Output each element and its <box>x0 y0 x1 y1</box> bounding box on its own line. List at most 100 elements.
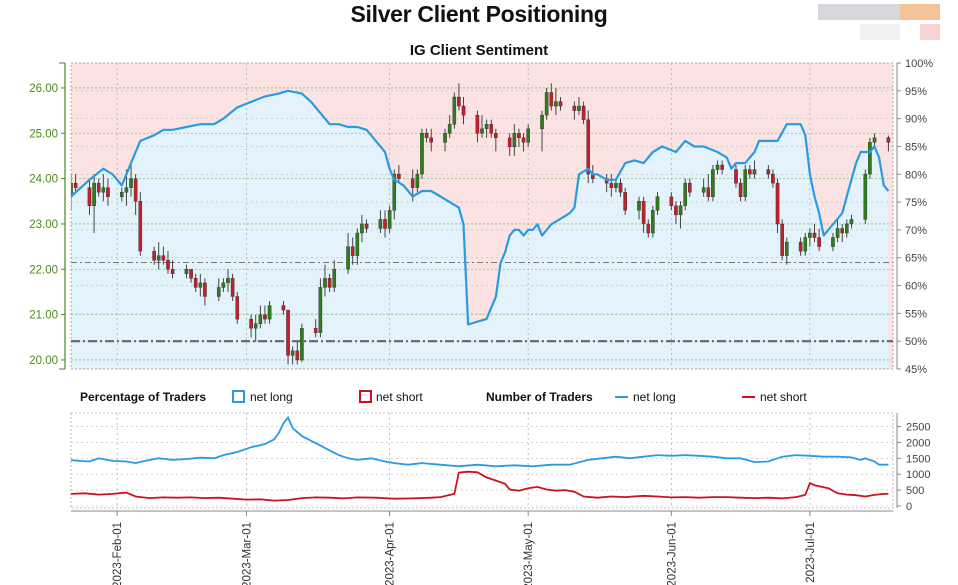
candle-up <box>318 287 323 333</box>
candle-up <box>447 123 452 134</box>
candle-up <box>784 241 789 256</box>
chart-subtitle: IG Client Sentiment <box>409 42 549 59</box>
candle-down <box>230 278 235 297</box>
candle-down <box>263 314 267 320</box>
candle-down <box>383 219 387 229</box>
candle-down <box>766 169 771 175</box>
pct-tick-label: 50% <box>905 336 927 348</box>
candle-down <box>286 309 290 356</box>
date-tick-label: 2023-Jun-01 <box>666 522 678 585</box>
candle-up <box>554 101 558 107</box>
legend-pct-short-label: net short <box>376 390 423 404</box>
number-of-traders-plot: 0 500 1000 1500 2000 2500 <box>70 412 930 513</box>
candle-down <box>203 282 207 297</box>
candle-up <box>752 169 757 175</box>
candle-up <box>355 232 360 256</box>
num-tick-label: 0 <box>906 501 912 513</box>
candle-up <box>480 128 484 134</box>
date-tick-label: 2023-Feb-01 <box>112 522 124 585</box>
candle-up <box>290 350 295 356</box>
candle-down <box>424 133 429 138</box>
candle-up <box>267 305 272 320</box>
candle-down <box>618 182 623 193</box>
candle-down <box>161 255 166 261</box>
candle-down <box>410 178 415 188</box>
candle-up <box>92 182 96 206</box>
candle-down <box>73 182 78 188</box>
candle-down <box>771 173 775 184</box>
candle-down <box>249 318 253 329</box>
num-tick-label: 1000 <box>906 469 930 481</box>
candle-down <box>87 187 92 207</box>
candle-up <box>221 282 226 288</box>
candle-up <box>184 269 189 274</box>
candle-down <box>517 133 521 138</box>
pct-tick-label: 45% <box>905 364 927 376</box>
watermark-tag-accent <box>920 24 940 40</box>
candle-down <box>706 187 711 197</box>
candle-down <box>886 137 891 143</box>
candle-up <box>715 164 720 170</box>
candle-down <box>397 173 401 179</box>
candle-up <box>332 269 337 288</box>
candle-down <box>748 169 752 175</box>
legend-num-title: Number of Traders <box>486 390 593 404</box>
candle-down <box>812 232 817 238</box>
candle-down <box>586 119 591 175</box>
pct-tick-label: 55% <box>905 308 927 320</box>
candle-down <box>170 269 175 274</box>
candle-down <box>235 296 240 320</box>
pct-tick-label: 90% <box>905 114 927 126</box>
watermark-logo <box>818 4 900 20</box>
candle-down <box>138 201 143 252</box>
pct-tick-label: 100% <box>905 58 933 70</box>
candle-up <box>156 255 161 261</box>
legend-num-short-label: net short <box>760 390 807 404</box>
candle-up <box>803 237 808 252</box>
legend-pct-title: Percentage of Traders <box>80 390 206 404</box>
legend-pct-long-label: net long <box>250 390 293 404</box>
candle-down <box>106 187 110 197</box>
candle-up <box>129 178 133 188</box>
candle-down <box>775 182 780 225</box>
candle-up <box>300 328 304 361</box>
candle-up <box>415 173 420 188</box>
reference-lines <box>71 261 893 343</box>
candle-down <box>461 105 466 116</box>
candle-up <box>678 205 683 216</box>
candle-up <box>614 182 618 188</box>
candle-down <box>507 137 512 148</box>
candle-up <box>484 123 489 129</box>
price-tick-label: 24.00 <box>29 174 58 186</box>
legend-num-long-label: net long <box>633 390 676 404</box>
candle-up <box>258 314 263 324</box>
candle-down <box>429 137 434 143</box>
candle-down <box>738 182 743 197</box>
chart-title: Silver Client Positioning <box>350 1 608 27</box>
date-tick-label: 2023-Jul-01 <box>805 522 817 583</box>
candle-up <box>701 187 706 193</box>
candle-down <box>549 92 554 107</box>
num-tick-label: 2500 <box>906 422 930 434</box>
pct-tick-label: 80% <box>905 169 927 181</box>
candle-up <box>392 173 397 211</box>
pct-tick-label: 75% <box>905 197 927 209</box>
pct-tick-label: 65% <box>905 253 927 265</box>
candle-up <box>711 169 715 197</box>
candle-up <box>216 287 221 297</box>
candle-down <box>674 205 678 216</box>
candle-up <box>443 133 447 143</box>
candle-down <box>572 105 577 111</box>
candle-up <box>512 133 517 148</box>
legend: Percentage of Traders net long net short… <box>80 390 807 404</box>
candle-up <box>387 210 392 229</box>
candle-down <box>494 133 498 138</box>
candle-up <box>71 182 73 197</box>
candle-down <box>646 223 651 234</box>
candle-up <box>360 223 364 234</box>
candle-down <box>840 228 845 234</box>
candle-down <box>457 96 461 107</box>
candle-up <box>420 133 424 175</box>
candle-up <box>544 92 549 116</box>
